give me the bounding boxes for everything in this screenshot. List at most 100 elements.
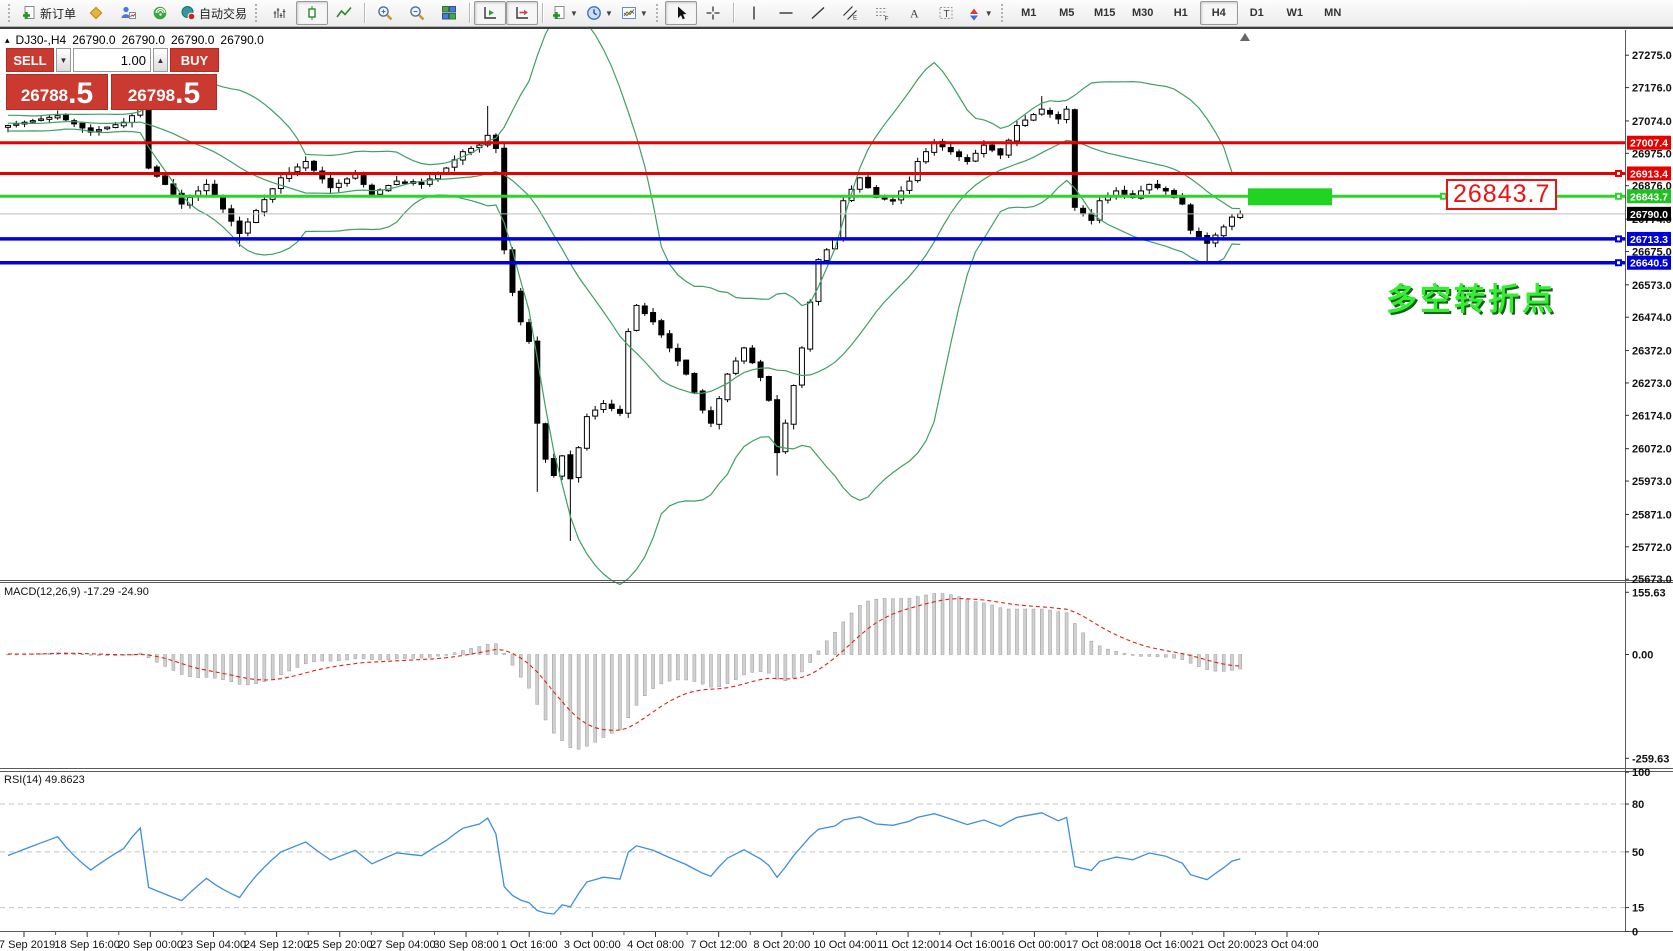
volume-increase-button[interactable]: ▲	[153, 48, 168, 72]
toolbar-grip[interactable]	[8, 4, 13, 22]
zoom-in-button[interactable]	[369, 1, 401, 25]
bid-int: 26788	[20, 86, 69, 105]
buy-button[interactable]: BUY	[170, 48, 219, 72]
chart-header: ▴ DJ30-,H4 26790.0 26790.0 26790.0 26790…	[5, 33, 264, 47]
indicators-button[interactable]: ▼	[617, 1, 652, 25]
text-label-icon: T	[938, 5, 954, 21]
svg-text:50: 50	[1632, 847, 1644, 859]
new-order-button[interactable]: 新订单	[17, 1, 80, 25]
periods-button[interactable]: ▼	[582, 1, 617, 25]
timeframe-h1-button[interactable]: H1	[1173, 7, 1188, 19]
new-order-label: 新订单	[40, 6, 77, 21]
auto-scroll-icon	[482, 5, 498, 21]
toolbar-grip[interactable]	[1000, 4, 1006, 22]
svg-text:A: A	[910, 7, 919, 21]
chart-canvas[interactable]: 27275.027176.027074.026975.026876.026774…	[0, 29, 1673, 951]
highlight-zone[interactable]	[1248, 188, 1332, 206]
svg-text:17 Sep 2019: 17 Sep 2019	[0, 939, 55, 951]
svg-text:27074.0: 27074.0	[1632, 116, 1672, 128]
candlestick-chart-button[interactable]	[296, 1, 329, 25]
vertical-line-button[interactable]	[738, 1, 770, 25]
auto-trading-icon	[180, 5, 196, 21]
line-chart-button[interactable]	[328, 1, 360, 25]
level-lines	[0, 33, 1625, 267]
toolbar-grip[interactable]	[255, 4, 260, 22]
toolbar-grip[interactable]	[655, 4, 661, 22]
timeframe-m15-button[interactable]: M15	[1094, 7, 1116, 19]
sell-button[interactable]: SELL	[6, 48, 54, 72]
timeframe-w1-button[interactable]: W1	[1286, 7, 1303, 19]
chevron-down-icon[interactable]: ▼	[984, 8, 993, 18]
profile-button[interactable]	[112, 1, 144, 25]
svg-text:26174.0: 26174.0	[1632, 410, 1672, 422]
svg-text:24 Sep 12:00: 24 Sep 12:00	[244, 939, 309, 951]
cursor-button[interactable]	[664, 1, 697, 25]
macd-values: -17.29 -24.90	[83, 586, 149, 598]
text-button[interactable]: A	[898, 1, 930, 25]
svg-text:4 Oct 08:00: 4 Oct 08:00	[627, 939, 684, 951]
oneclick-collapse-icon[interactable]: ▴	[5, 34, 10, 45]
market-button[interactable]	[80, 1, 112, 25]
svg-text:26474.0: 26474.0	[1632, 312, 1672, 324]
timeframe-mn-button[interactable]: MN	[1324, 7, 1342, 19]
trendline-button[interactable]	[802, 1, 834, 25]
horizontal-line-button[interactable]	[770, 1, 802, 25]
chart-shift-icon	[514, 5, 530, 21]
auto-trading-button[interactable]: 自动交易	[176, 1, 251, 25]
signals-button[interactable]	[144, 1, 176, 25]
svg-text:23 Oct 04:00: 23 Oct 04:00	[1256, 939, 1319, 951]
chevron-down-icon[interactable]: ▼	[570, 8, 578, 18]
timeframe-m1-button[interactable]: M1	[1021, 7, 1037, 19]
svg-text:25772.0: 25772.0	[1632, 542, 1672, 554]
new-chart-icon	[551, 5, 567, 21]
bar-chart-button[interactable]	[264, 1, 296, 25]
auto-scroll-button[interactable]	[474, 1, 507, 25]
svg-text:18 Oct 16:00: 18 Oct 16:00	[1129, 939, 1192, 951]
macd-pane	[6, 593, 1242, 750]
ohlc-low: 26790.0	[171, 33, 215, 47]
line-chart-icon	[336, 5, 352, 21]
equidistant-channel-button[interactable]: E	[834, 1, 866, 25]
timeframe-d1-button[interactable]: D1	[1249, 7, 1264, 19]
svg-text:27 Sep 04:00: 27 Sep 04:00	[370, 939, 435, 951]
profile-icon	[120, 5, 137, 21]
crosshair-button[interactable]	[697, 1, 729, 25]
svg-text:23 Sep 04:00: 23 Sep 04:00	[181, 939, 246, 951]
rsi-indicator-label: RSI(14) 49.8623	[4, 774, 85, 786]
chart-shift-button[interactable]	[506, 1, 539, 25]
equidistant-channel-icon: E	[842, 5, 858, 21]
chevron-down-icon[interactable]: ▼	[639, 8, 648, 18]
volume-input[interactable]	[73, 48, 151, 72]
zoom-out-icon	[409, 5, 425, 21]
toolbar-separator	[364, 3, 366, 23]
toolbar-separator	[469, 3, 471, 23]
svg-text:11 Oct 12:00: 11 Oct 12:00	[877, 939, 939, 951]
timeframe-m30-button[interactable]: M30	[1132, 7, 1154, 19]
timeframe-h4-button[interactable]: H4	[1199, 1, 1238, 25]
svg-text:100: 100	[1632, 767, 1650, 779]
new-order-icon	[21, 5, 37, 21]
price-callout-label[interactable]: 26843.7	[1446, 179, 1558, 210]
ask-price[interactable]: 26798 .5	[111, 74, 217, 110]
new-chart-button[interactable]: ▼	[547, 1, 582, 25]
chevron-down-icon[interactable]: ▼	[604, 8, 613, 18]
bid-frac: .5	[68, 77, 94, 110]
bid-price[interactable]: 26788 .5	[6, 74, 108, 110]
svg-text:26072.0: 26072.0	[1632, 444, 1672, 456]
scroll-marker-icon	[1240, 33, 1250, 41]
svg-text:14 Oct 16:00: 14 Oct 16:00	[940, 939, 1003, 951]
timeframe-m5-button[interactable]: M5	[1059, 7, 1075, 19]
symbol-period: DJ30-,H4	[15, 33, 67, 47]
svg-text:80: 80	[1632, 799, 1644, 811]
svg-text:25973.0: 25973.0	[1632, 476, 1672, 488]
volume-decrease-button[interactable]: ▼	[56, 48, 71, 72]
svg-text:1 Oct 16:00: 1 Oct 16:00	[501, 939, 558, 951]
arrows-button[interactable]: ▼	[962, 1, 997, 25]
pane-frames	[0, 30, 1673, 932]
zoom-out-button[interactable]	[401, 1, 433, 25]
text-label-button[interactable]: T	[930, 1, 962, 25]
ask-frac: .5	[175, 77, 201, 110]
tile-windows-button[interactable]	[433, 1, 465, 25]
fibonacci-button[interactable]: F	[866, 1, 898, 25]
svg-text:26273.0: 26273.0	[1632, 378, 1672, 390]
